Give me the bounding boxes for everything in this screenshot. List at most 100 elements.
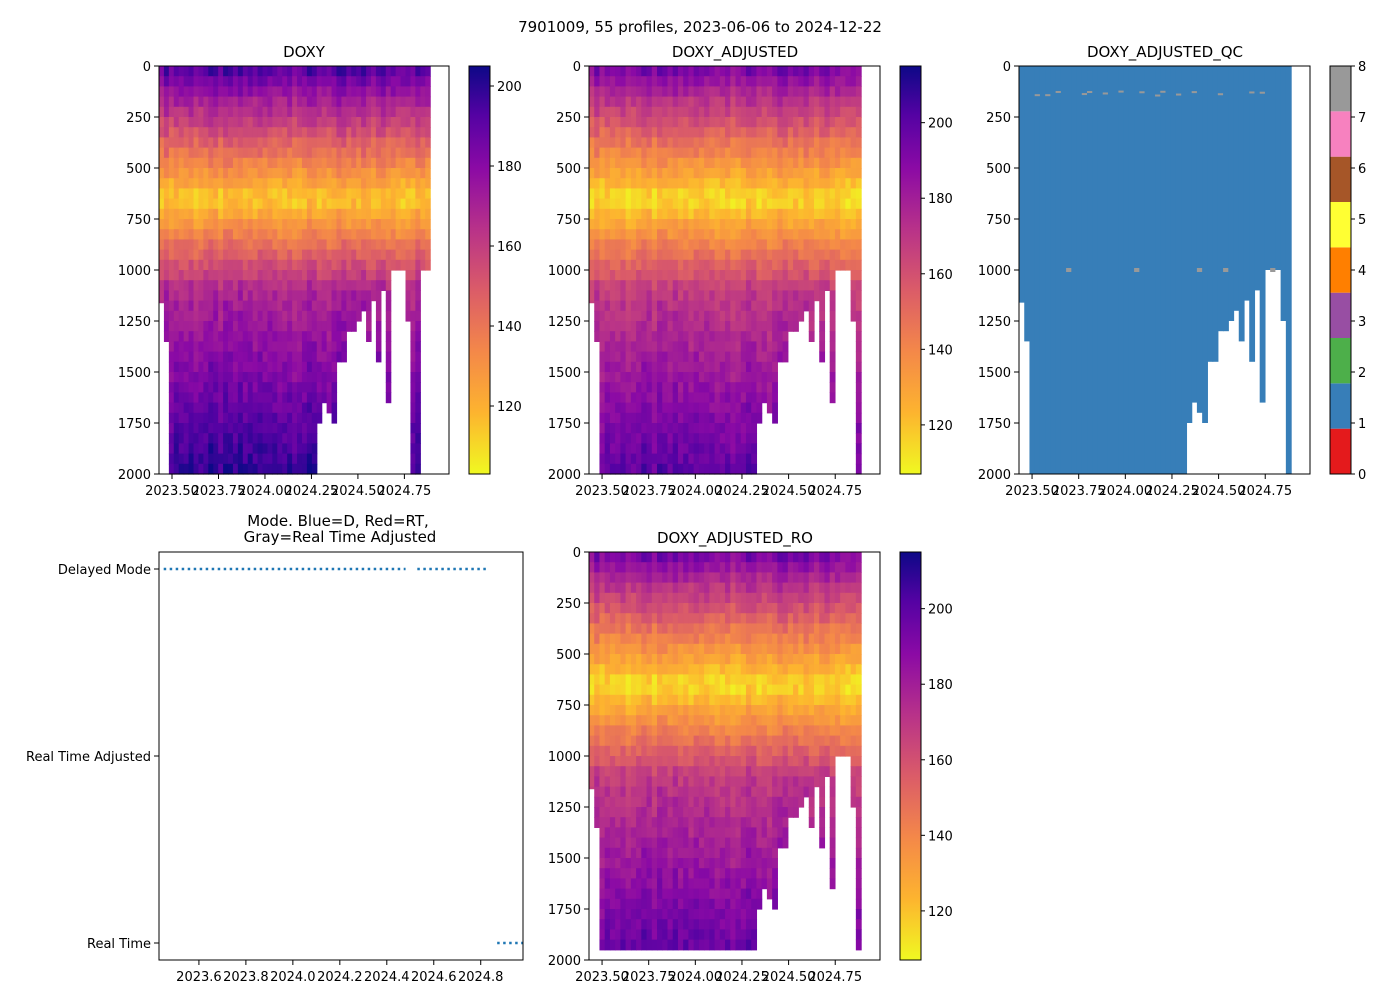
heat-cell xyxy=(594,756,601,767)
heat-cell xyxy=(677,919,684,930)
heat-cell xyxy=(183,280,190,291)
heat-cell xyxy=(636,796,642,808)
heat-cell xyxy=(677,382,684,393)
heat-cell xyxy=(257,351,264,363)
heat-cell xyxy=(188,423,195,434)
heat-cell xyxy=(252,453,259,465)
heat-cell xyxy=(282,270,288,281)
heat-cell xyxy=(662,766,669,777)
heat-cell xyxy=(213,96,219,108)
heat-cell xyxy=(311,372,318,383)
heat-cell xyxy=(620,351,627,363)
heat-cell xyxy=(808,127,815,138)
heat-cell xyxy=(636,433,642,444)
heat-cell xyxy=(704,249,710,261)
heat-cell xyxy=(267,259,273,271)
heat-cell xyxy=(599,562,606,573)
heat-cell xyxy=(615,127,621,138)
heat-cell xyxy=(698,321,705,332)
heat-cell xyxy=(641,888,648,900)
heat-cell xyxy=(599,188,606,200)
heat-cell xyxy=(262,86,269,98)
heatmap-area xyxy=(589,66,862,475)
heat-cell xyxy=(331,259,338,271)
heat-cell xyxy=(672,66,679,77)
heat-cell xyxy=(662,868,669,879)
heat-cell xyxy=(168,66,175,77)
heat-cell xyxy=(761,137,768,149)
heat-cell xyxy=(356,290,362,302)
heat-cell xyxy=(745,351,752,363)
heat-cell xyxy=(252,76,259,87)
heat-cell xyxy=(662,919,669,930)
heat-cell xyxy=(651,684,658,696)
heat-cell xyxy=(636,106,642,118)
heat-cell xyxy=(178,443,185,455)
heat-cell xyxy=(326,96,333,108)
heat-cell xyxy=(346,117,352,128)
heat-cell xyxy=(400,229,407,240)
heat-cell xyxy=(237,96,244,108)
heat-cell xyxy=(415,96,421,108)
heat-cell xyxy=(630,453,637,465)
heat-cell xyxy=(316,157,323,169)
heat-cell xyxy=(855,106,862,118)
heat-cell xyxy=(228,361,234,373)
heat-cell xyxy=(698,572,705,584)
heat-cell xyxy=(415,290,421,302)
heat-cell xyxy=(688,402,695,414)
heat-cell xyxy=(297,463,303,475)
heat-cell xyxy=(657,392,663,404)
heat-cell xyxy=(267,372,273,383)
heat-cell xyxy=(657,613,663,624)
heat-cell xyxy=(688,582,695,594)
heat-cell xyxy=(625,76,632,87)
heat-cell xyxy=(693,817,700,828)
heat-cell xyxy=(735,351,742,363)
heat-cell xyxy=(855,127,862,138)
heat-cell xyxy=(725,392,731,404)
heat-cell xyxy=(813,198,820,210)
heat-cell xyxy=(756,331,763,342)
heat-cell xyxy=(385,300,392,312)
heat-cell xyxy=(370,178,377,189)
heat-cell xyxy=(657,341,663,353)
heat-cell xyxy=(218,96,224,108)
heat-cell xyxy=(351,96,357,108)
heat-cell xyxy=(855,66,862,77)
heat-cell xyxy=(311,229,318,240)
heat-cell xyxy=(740,178,747,189)
heat-cell xyxy=(714,188,721,200)
heat-cell xyxy=(719,715,726,726)
heat-cell xyxy=(188,76,195,87)
heat-cell xyxy=(719,198,726,210)
heat-cell xyxy=(173,208,180,220)
heat-cell xyxy=(198,280,204,291)
heat-cell xyxy=(840,86,846,98)
heat-cell xyxy=(677,674,684,686)
heat-cell xyxy=(604,858,611,869)
heat-cell xyxy=(599,796,606,808)
heat-cell xyxy=(599,633,606,645)
heat-cell xyxy=(677,412,684,424)
heat-cell xyxy=(651,552,658,563)
heat-cell xyxy=(725,725,731,737)
heat-cell xyxy=(321,219,328,230)
heat-cell xyxy=(709,290,716,302)
heat-cell xyxy=(183,412,190,424)
heat-cell xyxy=(297,453,303,465)
heat-cell xyxy=(704,463,710,475)
heat-cell xyxy=(203,66,209,77)
heat-cell xyxy=(667,321,674,332)
heat-cell xyxy=(667,847,674,859)
heat-cell xyxy=(751,147,758,159)
heat-cell xyxy=(425,249,431,261)
heat-cell xyxy=(370,249,377,261)
heat-cell xyxy=(385,219,392,230)
heat-cell xyxy=(850,86,857,98)
heat-cell xyxy=(688,643,695,655)
heat-cell xyxy=(326,147,333,159)
heat-cell xyxy=(599,402,606,414)
heat-cell xyxy=(667,939,674,951)
heat-cell xyxy=(213,280,219,291)
